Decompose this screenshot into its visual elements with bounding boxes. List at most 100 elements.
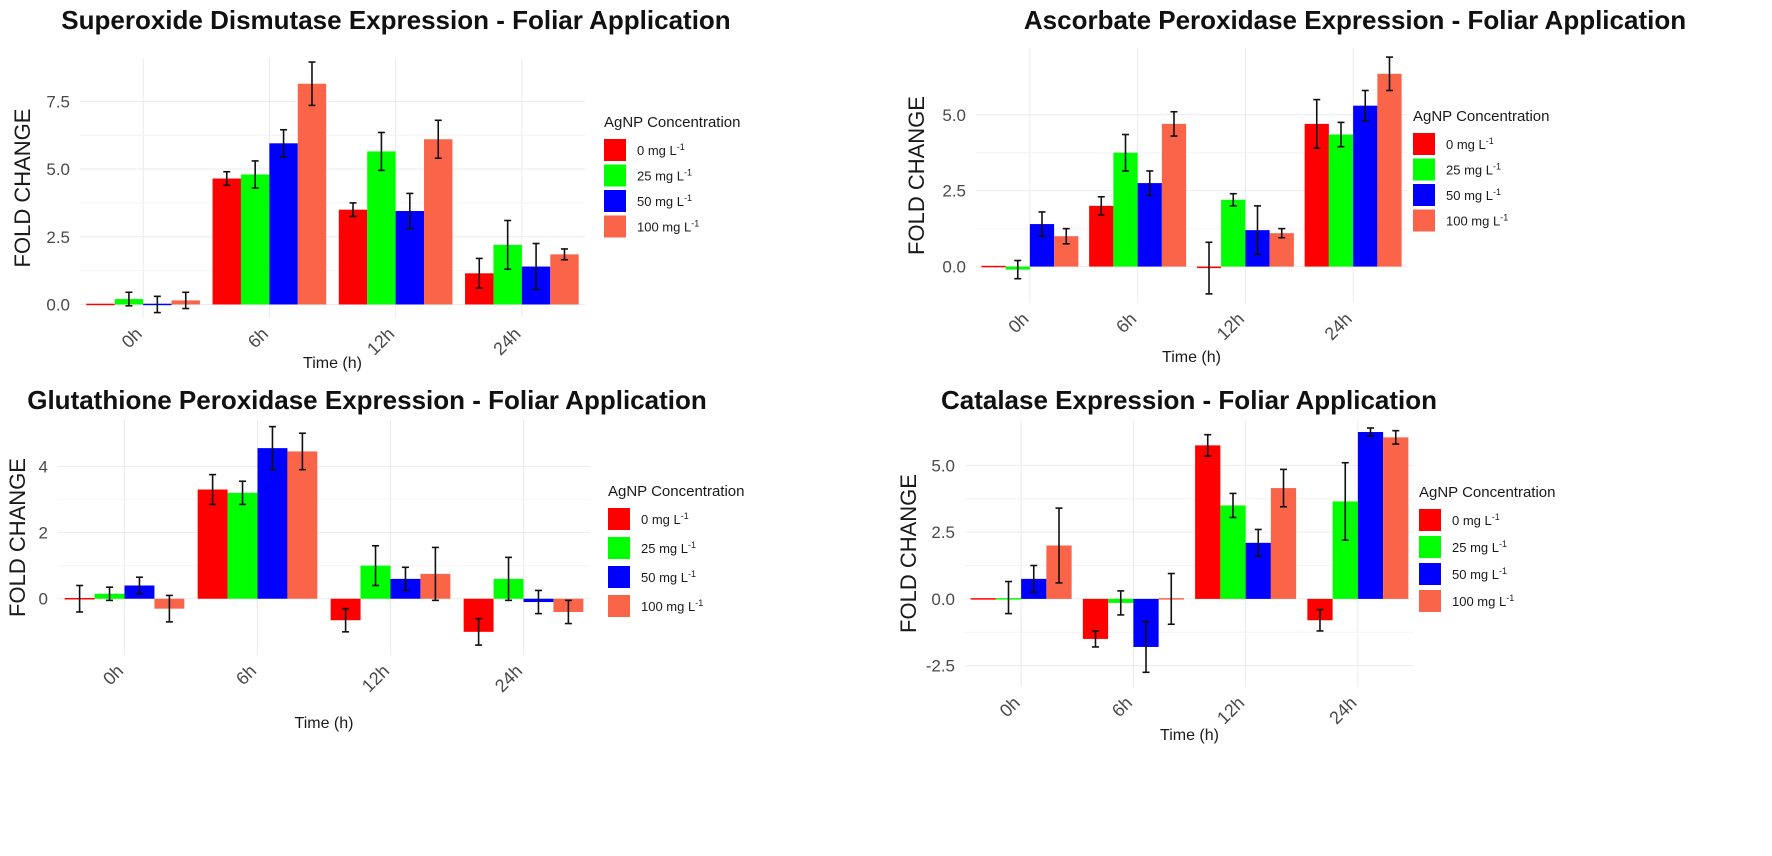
x-tick-label: 12h <box>358 661 393 696</box>
y-tick-label: 2 <box>39 524 48 543</box>
x-tick-label: 0h <box>996 693 1024 721</box>
legend-swatch <box>1419 590 1441 612</box>
chart-gpx: Glutathione Peroxidase Expression - Foli… <box>5 385 744 732</box>
y-tick-label: 5.0 <box>942 106 966 125</box>
bars <box>64 425 584 646</box>
chart-panel-apx: Ascorbate Peroxidase Expression - Foliar… <box>886 0 1772 380</box>
legend-label-superscript: -1 <box>1499 566 1507 576</box>
y-tick-label: -2.5 <box>926 657 955 676</box>
legend-swatch <box>1413 209 1435 232</box>
x-tick-label: 0h <box>118 324 146 352</box>
x-tick-label: 24h <box>491 661 526 696</box>
legend-label: 0 mg L-1 <box>1452 512 1500 528</box>
legend-label: 0 mg L-1 <box>1446 136 1494 152</box>
bar <box>1161 123 1187 267</box>
bar <box>257 448 288 599</box>
chart-title: Superoxide Dismutase Expression - Foliar… <box>61 5 730 35</box>
x-tick-label: 24h <box>1321 309 1356 344</box>
bar <box>240 174 270 305</box>
bar <box>269 143 298 305</box>
bar <box>981 265 1006 268</box>
bar <box>197 489 228 599</box>
bar <box>287 451 318 599</box>
legend-swatch <box>1419 509 1441 531</box>
bar <box>970 598 996 600</box>
legend-label: 100 mg L-1 <box>641 598 703 614</box>
legend-swatch <box>1413 133 1435 155</box>
x-axis-title: Time (h) <box>295 715 354 732</box>
x-axis-title: Time (h) <box>1160 727 1219 744</box>
x-tick-label: 0h <box>99 661 127 689</box>
bar <box>1377 73 1402 267</box>
bar <box>1328 134 1354 267</box>
legend: AgNP Concentration 0 mg L-1 25 mg L-1 50 mg… <box>1413 108 1549 232</box>
bar <box>367 151 396 305</box>
x-tick-label: 12h <box>1213 309 1248 344</box>
bar <box>1089 205 1114 267</box>
legend-swatch <box>604 139 626 161</box>
x-tick-label: 6h <box>244 324 272 352</box>
legend-label-superscript: -1 <box>691 219 699 229</box>
y-tick-label: 0 <box>39 590 48 609</box>
legend-swatch <box>608 537 630 559</box>
y-tick-label: 7.5 <box>46 92 70 111</box>
legend-label: 100 mg L-1 <box>637 219 699 235</box>
bar <box>424 139 453 305</box>
legend: AgNP Concentration 0 mg L-1 25 mg L-1 50 mg… <box>604 114 740 238</box>
chart-panel-cat: Catalase Expression - Foliar Application… <box>886 380 1772 851</box>
gridlines <box>58 420 590 655</box>
legend-label: 50 mg L-1 <box>641 569 696 585</box>
bars <box>970 427 1409 674</box>
legend-swatch <box>604 215 626 238</box>
legend-label: 25 mg L-1 <box>641 540 696 556</box>
bar <box>550 254 579 305</box>
chart-panel-sod: Superoxide Dismutase Expression - Foliar… <box>0 0 886 380</box>
legend-label-superscript: -1 <box>688 540 696 550</box>
legend-title: AgNP Concentration <box>604 114 740 131</box>
legend-label: 50 mg L-1 <box>1446 187 1501 203</box>
legend-label-superscript: -1 <box>1500 213 1508 223</box>
legend-title: AgNP Concentration <box>1419 484 1555 501</box>
legend-swatch <box>608 595 630 617</box>
bar <box>86 303 115 306</box>
chart-apx: Ascorbate Peroxidase Expression - Foliar… <box>904 5 1686 366</box>
legend-label-superscript: -1 <box>684 193 692 203</box>
y-axis-title: FOLD CHANGE <box>904 96 929 255</box>
bars <box>981 56 1402 295</box>
x-tick-label: 24h <box>1325 693 1360 728</box>
y-tick-label: 2.5 <box>931 523 955 542</box>
bar <box>1221 199 1246 267</box>
legend-swatch <box>1413 158 1435 181</box>
y-axis-title: FOLD CHANGE <box>10 109 35 268</box>
x-tick-label: 12h <box>363 324 398 359</box>
y-tick-label: 0.0 <box>931 590 955 609</box>
chart-title: Glutathione Peroxidase Expression - Foli… <box>27 385 707 415</box>
y-tick-label: 5.0 <box>46 160 70 179</box>
legend-label-superscript: -1 <box>684 168 692 178</box>
legend-swatch <box>604 164 626 187</box>
legend-label: 25 mg L-1 <box>637 168 692 184</box>
legend-label: 50 mg L-1 <box>637 193 692 209</box>
chart-title: Catalase Expression - Foliar Application <box>941 385 1437 415</box>
bar <box>227 492 258 599</box>
bar <box>1195 445 1221 599</box>
bar <box>1137 183 1162 267</box>
legend-label-superscript: -1 <box>1493 187 1501 197</box>
x-tick-label: 6h <box>1112 309 1140 337</box>
legend-label-superscript: -1 <box>677 142 685 152</box>
y-tick-label: 0.0 <box>942 258 966 277</box>
legend-label: 25 mg L-1 <box>1446 162 1501 178</box>
legend-swatch <box>608 566 630 588</box>
x-axis-title: Time (h) <box>303 355 362 372</box>
x-tick-label: 0h <box>1004 309 1032 337</box>
chart-sod: Superoxide Dismutase Expression - Foliar… <box>10 5 740 372</box>
chart-cat: Catalase Expression - Foliar Application… <box>896 385 1555 744</box>
x-tick-label: 6h <box>1108 693 1136 721</box>
chart-panel-gpx: Glutathione Peroxidase Expression - Foli… <box>0 380 886 851</box>
legend-label-superscript: -1 <box>1499 539 1507 549</box>
bar <box>1357 432 1384 599</box>
legend-label-superscript: -1 <box>1506 593 1514 603</box>
legend-swatch <box>1419 536 1441 558</box>
y-tick-label: 2.5 <box>942 182 966 201</box>
bar <box>1269 233 1294 267</box>
